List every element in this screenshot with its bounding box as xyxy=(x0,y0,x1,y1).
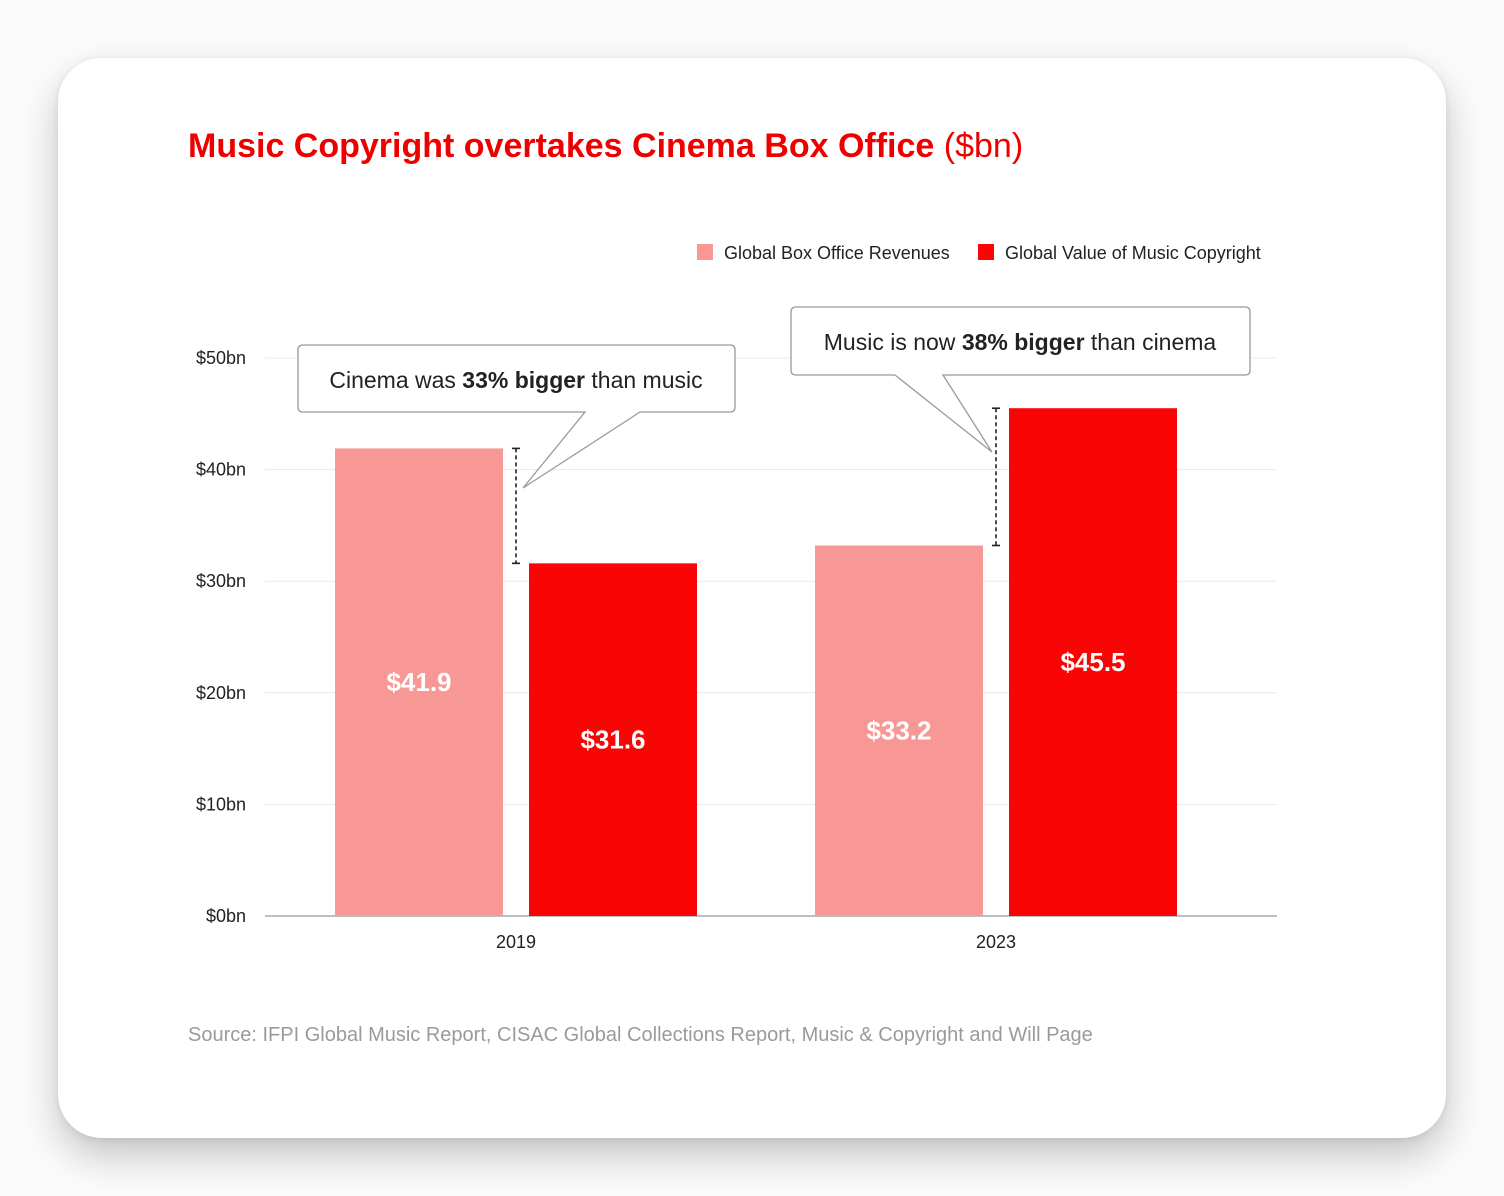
legend-label-box-office: Global Box Office Revenues xyxy=(724,243,950,263)
difference-bracket-2019 xyxy=(512,447,520,565)
bar-music-copyright-2023 xyxy=(1009,408,1177,916)
bar-label-music-copyright-2023: $45.5 xyxy=(1060,647,1125,677)
bar-value-labels: $41.9 $31.6 $33.2 $45.5 xyxy=(386,647,1125,755)
bar-music-copyright-2019 xyxy=(529,563,697,916)
callout-2023-bubble xyxy=(790,306,1251,453)
y-tick-label: $10bn xyxy=(196,794,246,814)
y-tick-label: $30bn xyxy=(196,571,246,591)
bars xyxy=(335,408,1177,916)
bar-label-music-copyright-2019: $31.6 xyxy=(580,725,645,755)
legend-swatch-box-office xyxy=(697,244,713,260)
x-tick-label-2019: 2019 xyxy=(496,932,536,952)
legend: Global Box Office Revenues Global Value … xyxy=(697,243,1261,263)
y-tick-label: $40bn xyxy=(196,460,246,480)
bar-label-box-office-2023: $33.2 xyxy=(866,716,931,746)
source-note: Source: IFPI Global Music Report, CISAC … xyxy=(188,1024,1093,1046)
chart-card xyxy=(58,58,1446,1138)
bar-box-office-2019 xyxy=(335,448,503,916)
difference-bracket-2023 xyxy=(992,407,1000,547)
callout-2019: Cinema was 33% bigger than music xyxy=(297,344,736,489)
callout-2023: Music is now 38% bigger than cinema xyxy=(790,306,1251,453)
chart-title-unit: ($bn) xyxy=(943,127,1024,165)
legend-swatch-music-copyright xyxy=(978,244,994,260)
y-tick-label: $20bn xyxy=(196,683,246,703)
x-tick-label-2023: 2023 xyxy=(976,932,1016,952)
bar-label-box-office-2019: $41.9 xyxy=(386,667,451,697)
difference-brackets xyxy=(512,407,1000,565)
legend-label-music-copyright: Global Value of Music Copyright xyxy=(1005,243,1261,263)
y-tick-label: $0bn xyxy=(206,906,246,926)
x-axis-labels: 2019 2023 xyxy=(496,932,1016,952)
bar-box-office-2023 xyxy=(815,545,983,916)
callout-2019-bubble xyxy=(297,344,736,489)
chart-title-main: Music Copyright overtakes Cinema Box Off… xyxy=(188,127,935,165)
callout-2023-text: Music is now 38% bigger than cinema xyxy=(824,329,1217,355)
chart-title: Music Copyright overtakes Cinema Box Off… xyxy=(188,124,1023,168)
callout-2019-text: Cinema was 33% bigger than music xyxy=(329,367,702,393)
y-tick-label: $50bn xyxy=(196,348,246,368)
y-axis-ticks: $0bn $10bn $20bn $30bn $40bn $50bn xyxy=(196,348,246,926)
